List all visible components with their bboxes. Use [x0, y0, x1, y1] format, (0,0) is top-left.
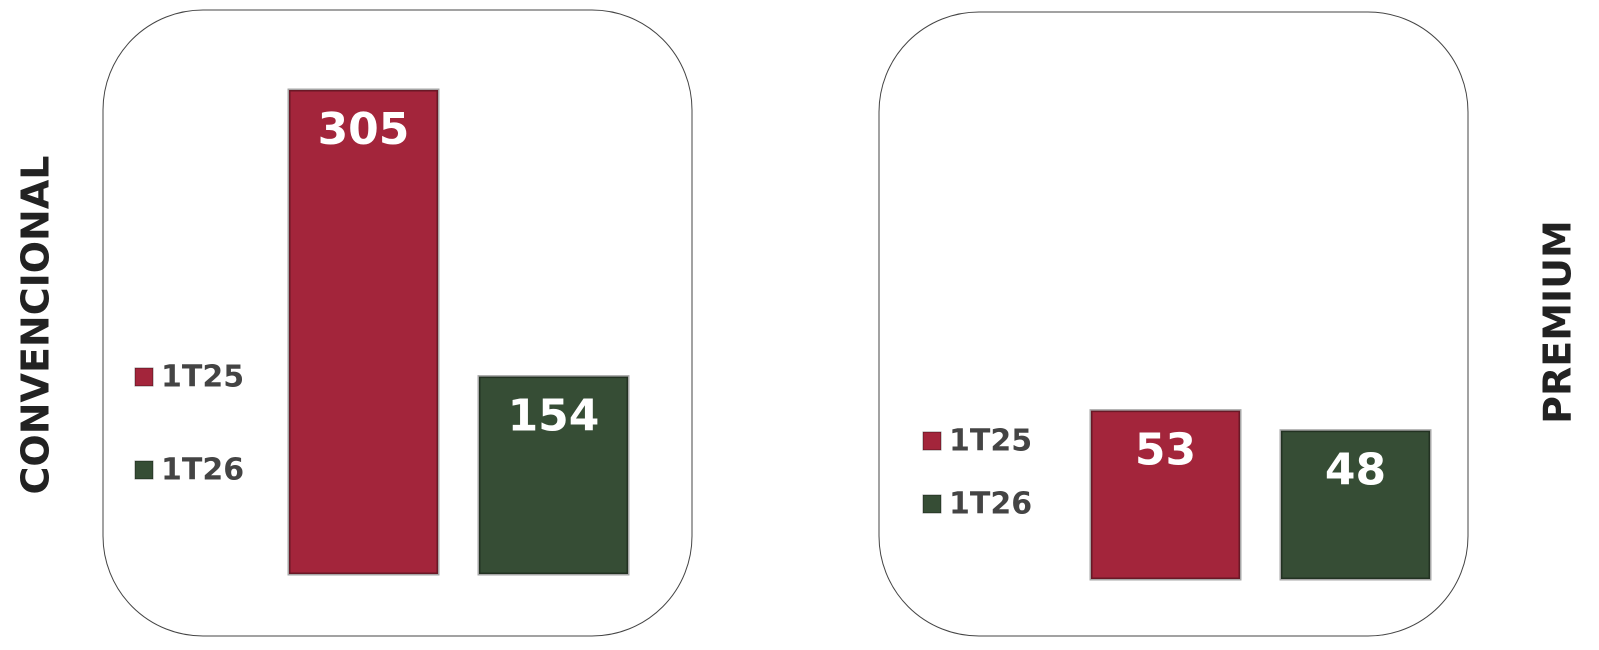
legend-label: 1T26 [949, 487, 1032, 522]
legend-label: 1T25 [949, 424, 1032, 459]
data-label: 154 [508, 391, 600, 442]
data-label: 305 [318, 104, 410, 155]
data-label: 53 [1135, 425, 1196, 476]
chart-frame [878, 11, 1469, 637]
data-label: 48 [1325, 445, 1386, 496]
bar [1279, 429, 1432, 581]
legend-swatch [134, 367, 154, 387]
legend-swatch [922, 494, 942, 514]
chart-title: CONVENCIONAL [14, 156, 58, 495]
chart-frame [102, 9, 693, 637]
legend-swatch [134, 460, 154, 480]
legend-swatch [922, 431, 942, 451]
chart-title: PREMIUM [1536, 220, 1580, 424]
bar [287, 88, 440, 576]
legend-label: 1T26 [161, 453, 244, 488]
bar [477, 375, 630, 576]
bar [1089, 409, 1242, 581]
legend-label: 1T25 [161, 360, 244, 395]
